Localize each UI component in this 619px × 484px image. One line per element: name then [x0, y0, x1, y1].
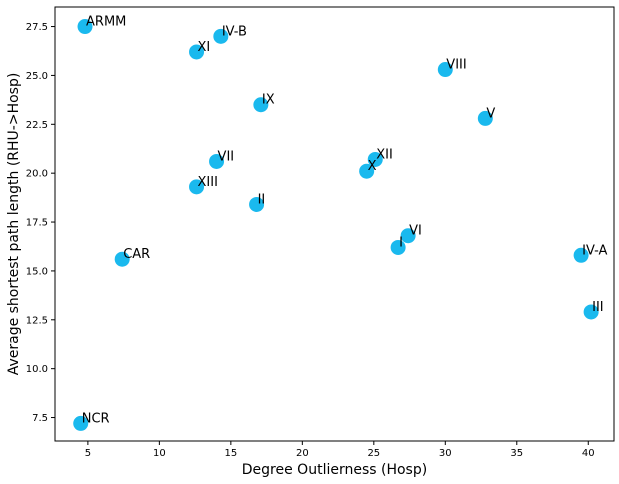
- y-tick-label: 27.5: [26, 22, 48, 33]
- point-label-iii: III: [592, 300, 604, 315]
- point-label-iv-b: IV-B: [222, 24, 247, 39]
- x-tick-label: 35: [510, 448, 523, 459]
- y-tick-label: 17.5: [26, 218, 48, 229]
- point-label-xii: XII: [376, 147, 393, 162]
- x-tick-label: 40: [582, 448, 595, 459]
- data-point-iv-b: [213, 28, 229, 44]
- data-point-xiii: [189, 179, 205, 195]
- point-label-armm: ARMM: [86, 15, 126, 30]
- plot-area: [54, 6, 615, 442]
- point-label-vi: VI: [409, 224, 422, 239]
- y-tick-label: 20.0: [26, 169, 48, 180]
- point-label-ncr: NCR: [82, 411, 110, 426]
- data-point-car: [114, 251, 130, 267]
- point-label-ii: II: [258, 192, 266, 207]
- data-point-ii: [249, 196, 265, 212]
- point-label-v: V: [486, 106, 495, 121]
- point-label-i: I: [399, 235, 403, 250]
- data-point-xi: [189, 44, 205, 60]
- data-point-iv-a: [573, 247, 589, 263]
- y-tick-label: 15.0: [26, 266, 48, 277]
- data-point-armm: [77, 19, 93, 35]
- x-tick-label: 25: [367, 448, 380, 459]
- data-point-viii: [437, 62, 453, 78]
- data-point-xii: [367, 151, 383, 167]
- x-tick-label: 20: [296, 448, 309, 459]
- data-point-ncr: [73, 415, 89, 431]
- data-point-ix: [253, 97, 269, 113]
- data-point-i: [390, 239, 406, 255]
- y-tick-label: 22.5: [26, 120, 48, 131]
- y-axis-ticks: 7.5 10.0 12.5 15.0 17.5 20.0 22.5 25.0 27.5: [26, 22, 55, 424]
- x-axis-ticks: 5 10 15 20 25 30 35 40: [85, 441, 595, 459]
- x-axis-title: Degree Outlierness (Hosp): [242, 462, 427, 478]
- y-tick-label: 10.0: [26, 364, 48, 375]
- data-points: [73, 19, 599, 431]
- x-tick-label: 10: [153, 448, 166, 459]
- data-point-vi: [400, 228, 416, 244]
- x-tick-label: 5: [85, 448, 91, 459]
- point-label-xiii: XIII: [198, 175, 218, 190]
- x-tick-label: 15: [224, 448, 237, 459]
- y-tick-label: 7.5: [32, 413, 48, 424]
- data-point-x: [359, 163, 375, 179]
- x-tick-label: 30: [439, 448, 452, 459]
- point-label-ix: IX: [262, 93, 275, 108]
- point-label-viii: VIII: [446, 58, 466, 73]
- y-axis-title: Average shortest path length (RHU->Hosp): [6, 73, 22, 376]
- point-label-car: CAR: [123, 247, 150, 262]
- y-tick-label: 12.5: [26, 315, 48, 326]
- point-label-x: X: [368, 159, 377, 174]
- point-label-vii: VII: [218, 149, 235, 164]
- point-label-iv-a: IV-A: [582, 243, 607, 258]
- y-tick-label: 25.0: [26, 71, 48, 82]
- point-label-xi: XI: [198, 40, 211, 55]
- data-point-vii: [209, 153, 225, 169]
- data-point-iii: [583, 304, 599, 320]
- data-point-v: [477, 110, 493, 126]
